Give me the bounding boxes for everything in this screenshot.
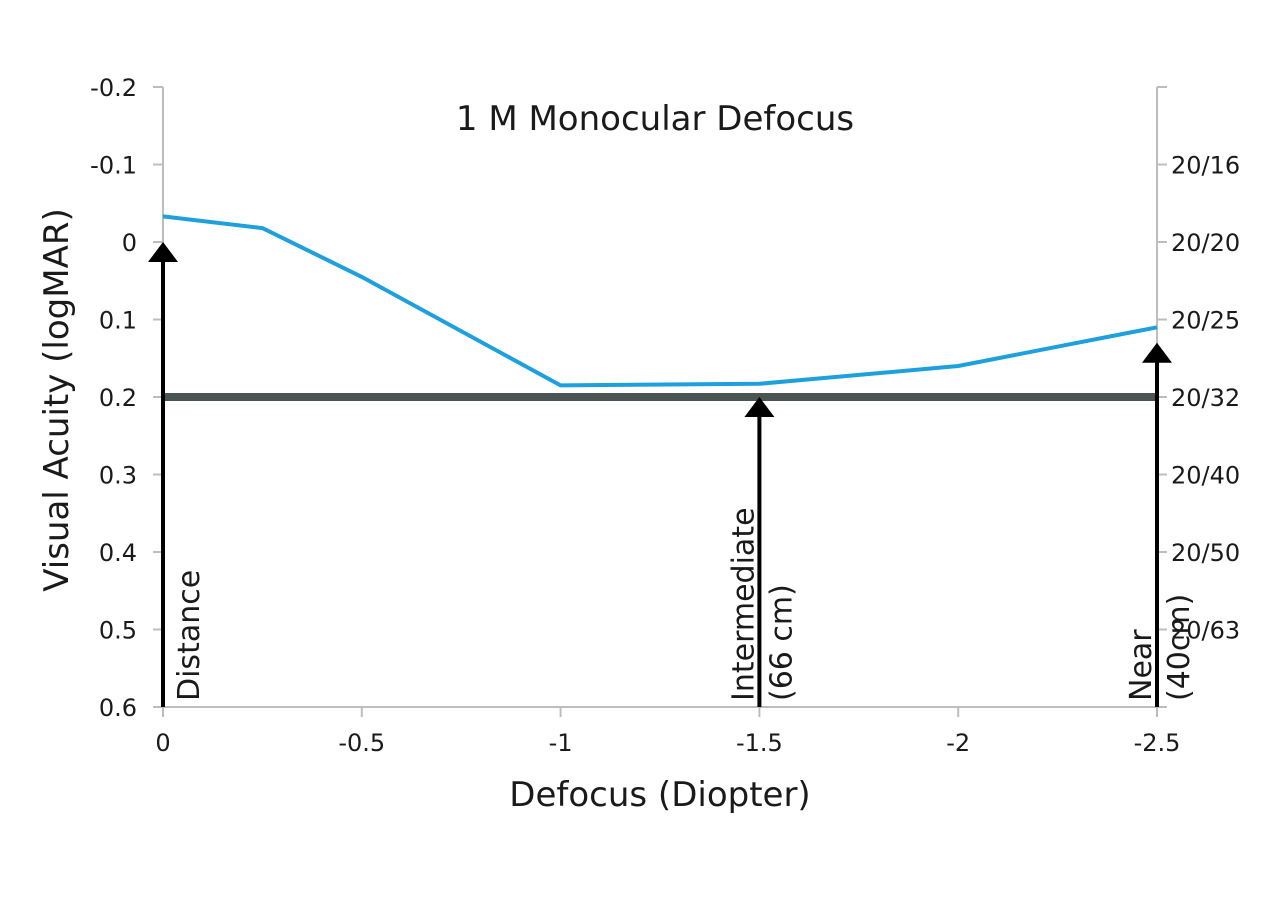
x-tick-label: -2.5 [1134, 729, 1181, 757]
right-tick-label: 20/50 [1171, 539, 1240, 567]
y-tick-label: 0.6 [99, 694, 137, 722]
y-axis-title: Visual Acuity (logMAR) [37, 208, 77, 592]
annotations-group: Distance Intermediate(66 cm) Near(40cm) [148, 242, 1197, 707]
series-line [163, 216, 1157, 385]
x-tick-label: 0 [155, 729, 170, 757]
x-tick-label: -1.5 [736, 729, 783, 757]
y-tick-label: 0.4 [99, 539, 137, 567]
y-tick-label: 0.1 [99, 307, 137, 335]
annotation-label: (66 cm) [764, 584, 799, 701]
annotation-arrow-head [1142, 343, 1172, 363]
y-tick-label: 0.5 [99, 617, 137, 645]
annotation-label: Near [1124, 629, 1159, 701]
right-tick-label: 20/32 [1171, 384, 1240, 412]
x-tick-label: -1 [549, 729, 573, 757]
annotation-label: (40cm) [1162, 594, 1197, 701]
y-tick-label: 0 [122, 229, 137, 257]
y-tick-label: -0.1 [90, 152, 137, 180]
right-tick-label: 20/25 [1171, 307, 1240, 335]
y-tick-label: 0.3 [99, 462, 137, 490]
y-tick-label: -0.2 [90, 74, 137, 102]
annotation-arrow-head [148, 242, 178, 262]
annotation-label: Distance [172, 570, 207, 701]
chart-title: 1 M Monocular Defocus [456, 99, 854, 139]
x-axis-title: Defocus (Diopter) [509, 775, 810, 815]
series-group [163, 216, 1157, 385]
x-tick-label: -0.5 [338, 729, 385, 757]
x-tick-label: -2 [946, 729, 970, 757]
right-tick-label: 20/16 [1171, 152, 1240, 180]
right-tick-label: 20/20 [1171, 229, 1240, 257]
axes-group: -0.2 -0.1 0 0.1 0.2 0.3 0.4 0.5 0.6 0 -0.5 -1 -1.5 -2… [90, 74, 1240, 757]
annotation-label: Intermediate [726, 507, 761, 701]
right-tick-label: 20/40 [1171, 462, 1240, 490]
y-tick-label: 0.2 [99, 384, 137, 412]
